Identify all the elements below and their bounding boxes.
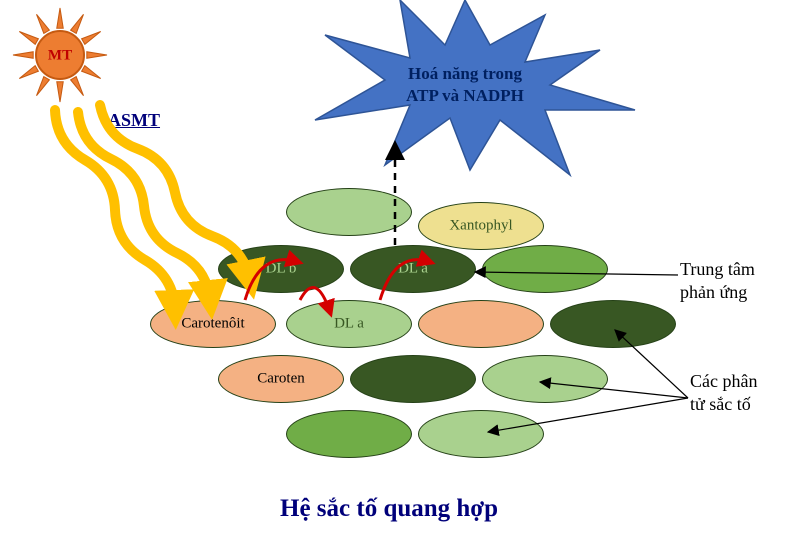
pigment-label-r1b: Xantophyl xyxy=(449,218,512,235)
svg-text:MT: MT xyxy=(48,47,72,63)
label-pigments: Các phântử sắc tố xyxy=(690,370,757,415)
svg-text:ATP và NADPH: ATP và NADPH xyxy=(406,86,524,105)
pigment-label-r3a: Carotenôit xyxy=(181,316,244,333)
svg-text:Hoá năng trong: Hoá năng trong xyxy=(408,64,522,83)
energy-burst: Hoá năng trong ATP và NADPH xyxy=(290,0,650,190)
pigment-r2b: DL a xyxy=(350,245,476,293)
pigment-r2a: DL b xyxy=(218,245,344,293)
label-reaction-center: Trung tâmphản ứng xyxy=(680,258,755,303)
pigment-r1a xyxy=(286,188,412,236)
pigment-r3b: DL a xyxy=(286,300,412,348)
pigment-r4a: Caroten xyxy=(218,355,344,403)
pigment-r5a xyxy=(286,410,412,458)
pigment-label-r4a: Caroten xyxy=(257,371,304,388)
asmt-label: ASMT xyxy=(108,110,160,131)
pigment-r1b: Xantophyl xyxy=(418,202,544,250)
pigment-r4b xyxy=(350,355,476,403)
pigment-r3d xyxy=(550,300,676,348)
pigment-r5b xyxy=(418,410,544,458)
pigment-label-r3b: DL a xyxy=(334,316,364,333)
pigment-r2c xyxy=(482,245,608,293)
pigment-label-r2b: DL a xyxy=(398,261,428,278)
pigment-r3a: Carotenôit xyxy=(150,300,276,348)
diagram-title: Hệ sắc tố quang hợp xyxy=(280,495,498,523)
pigment-r3c xyxy=(418,300,544,348)
pigment-label-r2a: DL b xyxy=(266,261,297,278)
pigment-r4c xyxy=(482,355,608,403)
sun: MT xyxy=(0,0,130,125)
